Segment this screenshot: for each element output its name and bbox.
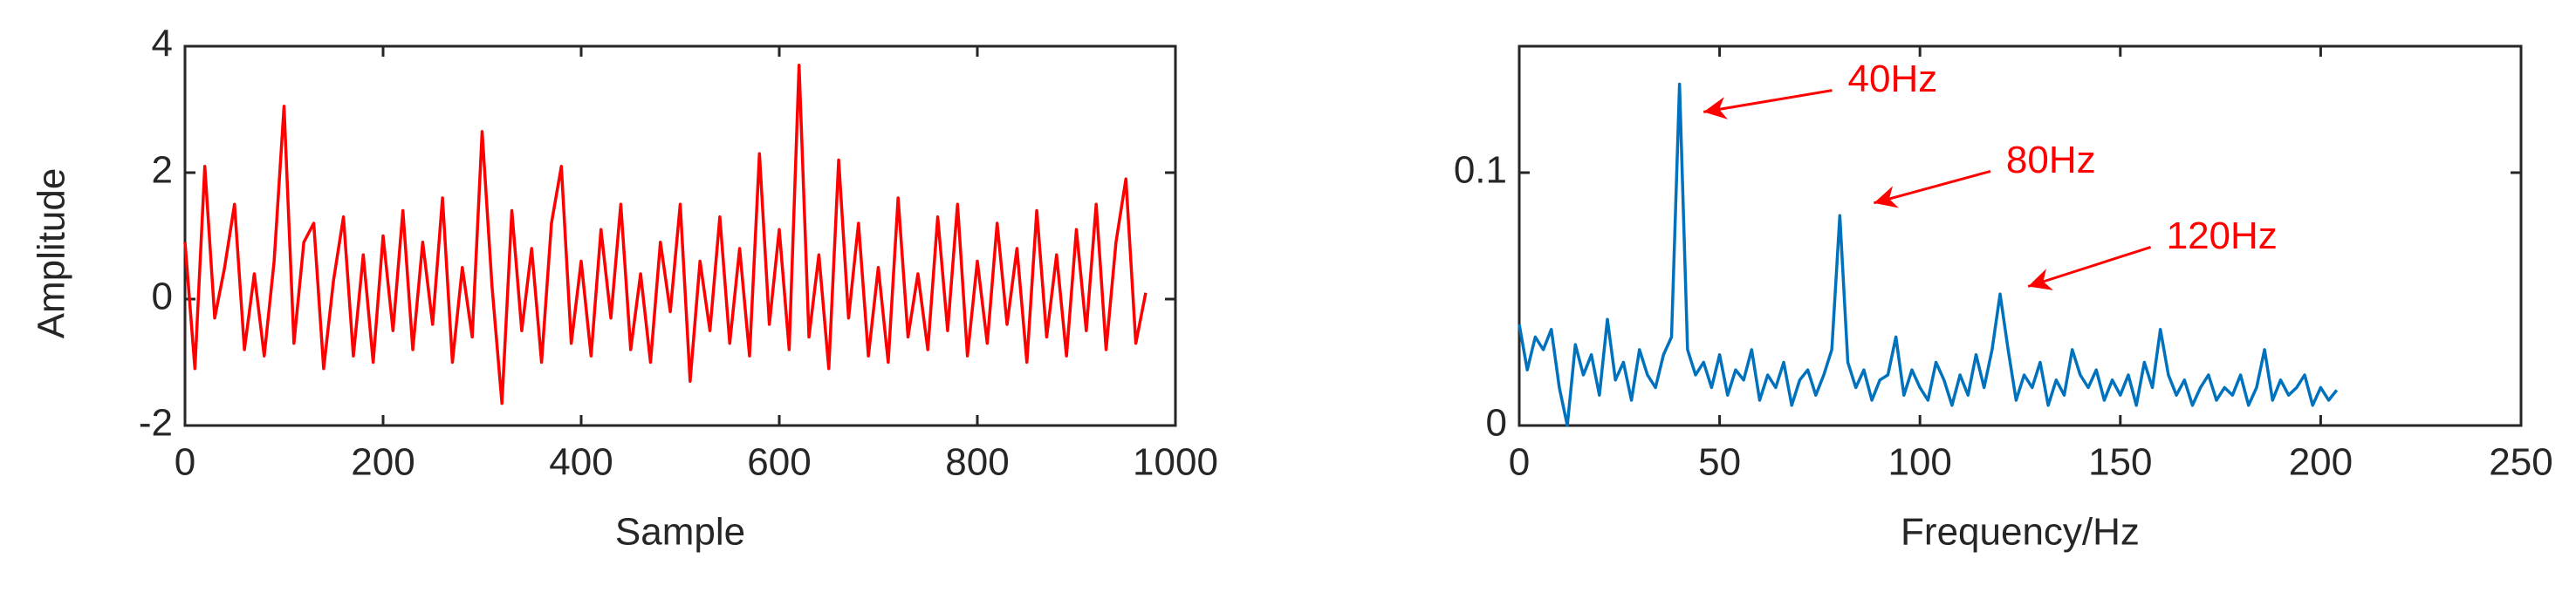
x-tick-label: 200 — [351, 441, 414, 484]
data-line — [183, 64, 1148, 405]
y-tick-label: 2 — [152, 149, 173, 192]
x-tick-label: 800 — [945, 441, 1009, 484]
x-axis-label: Frequency/Hz — [1901, 511, 2140, 554]
x-tick-label: 0 — [175, 441, 195, 484]
data-line — [1518, 82, 2339, 427]
annotation-arrow — [2027, 245, 2152, 290]
plot-area — [1518, 44, 2523, 427]
x-tick-label: 400 — [549, 441, 613, 484]
annotation: 120Hz — [2167, 214, 2278, 257]
x-tick-label: 0 — [1509, 441, 1530, 484]
annotation: 80Hz — [2006, 139, 2096, 181]
x-tick-label: 600 — [747, 441, 811, 484]
x-tick-label: 1000 — [1133, 441, 1218, 484]
x-axis-label: Sample — [615, 511, 745, 554]
y-tick-label: 0 — [1486, 402, 1507, 445]
x-tick-label: 100 — [1887, 441, 1951, 484]
plot-area — [183, 44, 1177, 427]
annotation: 40Hz — [1848, 58, 1938, 100]
x-tick-label: 200 — [2289, 441, 2353, 484]
y-tick-label: -2 — [139, 402, 173, 445]
x-tick-label: 50 — [1698, 441, 1741, 484]
x-tick-label: 250 — [2489, 441, 2552, 484]
x-tick-label: 150 — [2088, 441, 2152, 484]
annotation-arrow — [1702, 89, 1833, 119]
annotation-arrow — [1873, 169, 1991, 208]
y-tick-label: 0.1 — [1454, 149, 1507, 192]
y-tick-label: 0 — [152, 276, 173, 318]
y-tick-label: 4 — [152, 23, 173, 65]
y-axis-label: Amplitude — [31, 168, 73, 339]
